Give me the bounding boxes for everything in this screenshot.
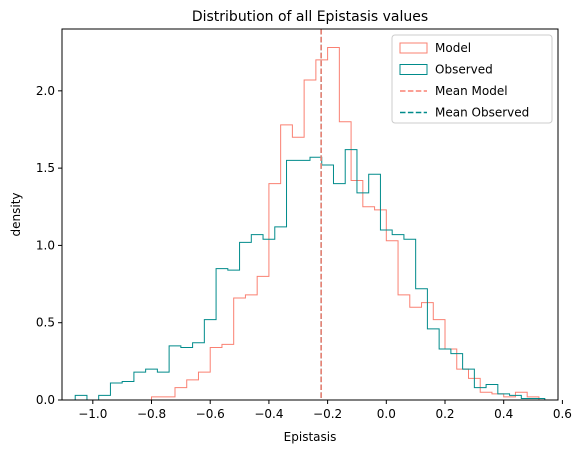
histogram-series-model bbox=[151, 47, 540, 400]
y-tick-label: 2.0 bbox=[36, 84, 55, 98]
x-axis-label: Epistasis bbox=[284, 430, 337, 444]
y-axis-label: density bbox=[9, 193, 23, 237]
x-tick-label: −0.2 bbox=[313, 407, 342, 421]
legend-label: Observed bbox=[435, 63, 493, 77]
y-tick-label: 0.5 bbox=[36, 316, 55, 330]
x-tick-label: −0.4 bbox=[254, 407, 283, 421]
y-tick-label: 0.0 bbox=[36, 393, 55, 407]
legend-label: Mean Observed bbox=[435, 106, 529, 120]
x-tick-label: 0.2 bbox=[435, 407, 454, 421]
y-tick-label: 1.5 bbox=[36, 161, 55, 175]
x-tick-label: −1.0 bbox=[78, 407, 107, 421]
legend-box bbox=[391, 34, 553, 124]
legend-label: Mean Model bbox=[435, 84, 508, 98]
legend: Model Observed Mean Model Mean Observed bbox=[391, 34, 553, 124]
x-tick-label: 0.6 bbox=[553, 407, 572, 421]
y-tick-label: 1.0 bbox=[36, 238, 55, 252]
x-tick-label: 0.4 bbox=[494, 407, 513, 421]
legend-swatch bbox=[399, 64, 428, 75]
x-tick-label: −0.8 bbox=[137, 407, 166, 421]
x-tick-label: 0.0 bbox=[377, 407, 396, 421]
histogram-series-observed bbox=[74, 149, 546, 401]
legend-label: Model bbox=[435, 41, 471, 55]
legend-swatch bbox=[399, 42, 428, 54]
chart-title: Distribution of all Epistasis values bbox=[192, 9, 428, 25]
plot-frame bbox=[61, 28, 559, 401]
x-tick-label: −0.6 bbox=[196, 407, 225, 421]
